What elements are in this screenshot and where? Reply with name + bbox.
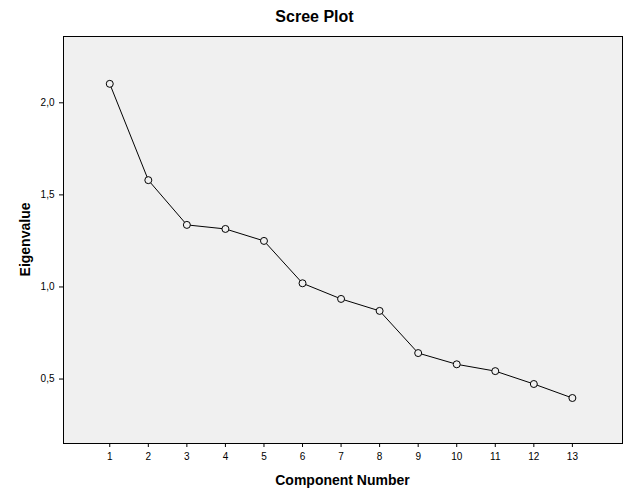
svg-text:10: 10: [451, 451, 463, 462]
svg-text:9: 9: [415, 451, 421, 462]
svg-text:8: 8: [377, 451, 383, 462]
svg-text:1: 1: [107, 451, 113, 462]
svg-text:Component Number: Component Number: [275, 472, 410, 488]
svg-text:11: 11: [490, 451, 501, 462]
svg-text:5: 5: [261, 451, 267, 462]
svg-text:2: 2: [146, 451, 152, 462]
svg-text:3: 3: [184, 451, 190, 462]
svg-text:12: 12: [528, 451, 540, 462]
html-text:Scree Plot: Scree Plot: [275, 8, 354, 25]
svg-text:Eigenvalue: Eigenvalue: [17, 202, 33, 276]
svg-text:6: 6: [300, 451, 306, 462]
svg-text:13: 13: [567, 451, 579, 462]
svg-text:0,5: 0,5: [41, 373, 55, 384]
svg-text:4: 4: [223, 451, 229, 462]
svg-text:2,0: 2,0: [41, 97, 55, 108]
svg-text:1,0: 1,0: [41, 281, 55, 292]
svg-text:7: 7: [338, 451, 344, 462]
svg-text:1,5: 1,5: [41, 189, 55, 200]
